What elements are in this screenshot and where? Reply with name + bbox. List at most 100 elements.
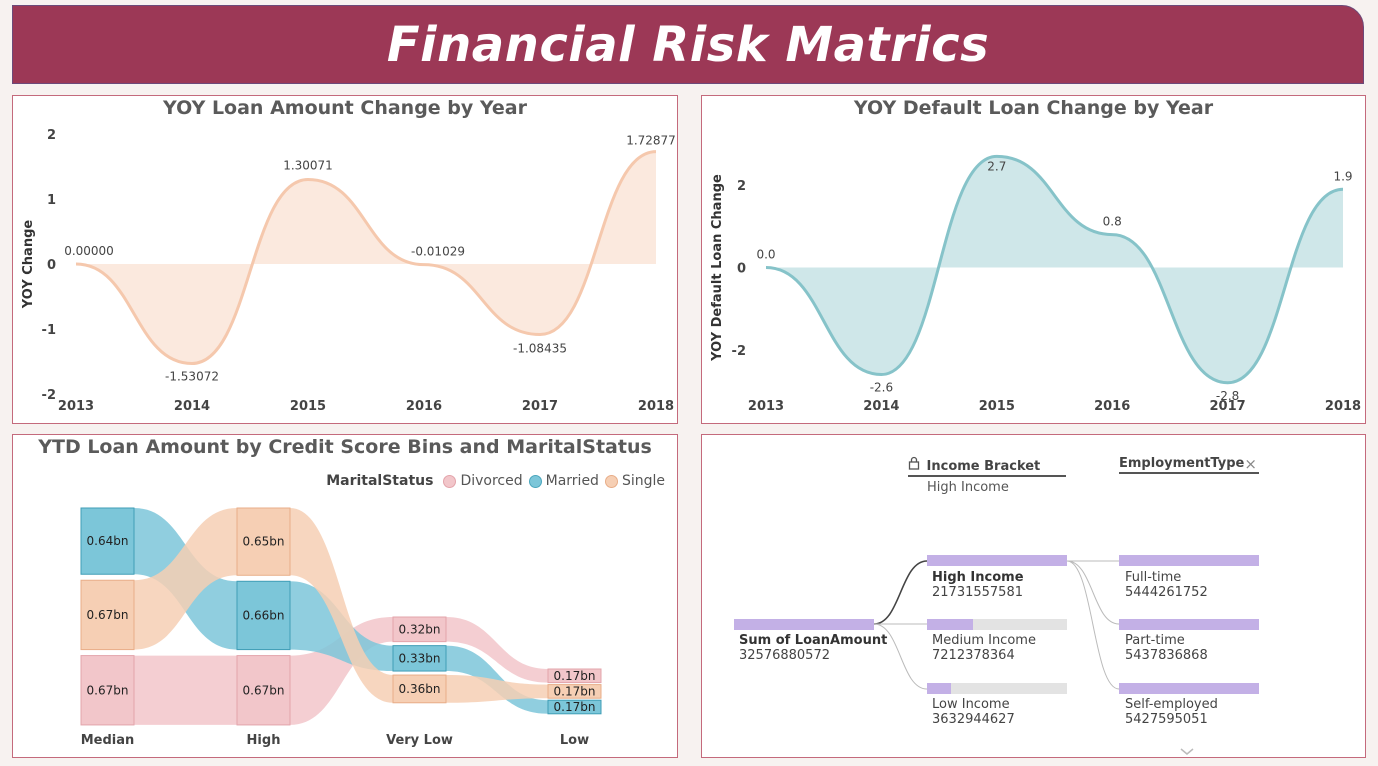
ribbon-single[interactable] [290,508,393,703]
yoy-default-loan-svg[interactable]: -2 0 2 2013 2014 2015 2016 2017 2018 0.0 -2.6 2.7 0.… [702,96,1367,425]
data-label: 2.7 [987,159,1006,173]
tree-connector [873,560,928,625]
node-label-full-time: Full-time 5444261752 [1125,570,1208,600]
legend-item-married[interactable]: Married [545,473,599,489]
node-bar-low-income[interactable] [927,683,1067,694]
ribbon-bar-married[interactable] [236,580,291,651]
tree-connector [1066,560,1120,690]
ribbon-bar-divorced[interactable] [236,655,291,726]
legend-dot-single [604,474,618,488]
ribbon-bar-divorced[interactable] [80,655,135,726]
node-bar-part-time[interactable] [1119,619,1259,630]
income-bracket-label: Income Bracket [926,459,1041,474]
yoy-loan-amount-chart[interactable]: YOY Loan Amount Change by Year -2 -1 0 1 2 20… [12,95,678,424]
x-tick-label: 2018 [1325,399,1361,414]
data-label: 0.66bn [243,608,285,622]
node-bar-full-time[interactable] [1119,555,1259,566]
ribbon-bar-single[interactable] [80,579,135,651]
ribbon-divorced[interactable] [134,655,237,725]
data-label: 0.17bn [554,700,596,714]
chart-title: YTD Loan Amount by Credit Score Bins and… [38,436,652,458]
x-tick-label: 2013 [748,399,784,414]
x-tick-label: 2016 [1094,399,1130,414]
data-label: -2.6 [870,381,893,395]
ribbon-bar-single[interactable] [236,507,291,576]
ribbon-svg[interactable]: 0.67bn 0.67bn 0.32bn 0.17bn 0.64bn 0.66bn 0.33… [13,435,679,759]
data-label: 0.17bn [554,684,596,698]
x-tick-label: Very Low [386,733,453,748]
ribbon-bar-single[interactable] [392,674,447,704]
close-icon[interactable]: × [1244,455,1257,473]
x-tick-label: 2015 [290,399,326,414]
data-label: -0.01029 [411,245,465,259]
y-axis-title: YOY Change [21,220,36,310]
chart-title: YOY Loan Amount Change by Year [163,97,527,119]
chart-title: YOY Default Loan Change by Year [853,97,1214,119]
data-label: 0.33bn [399,651,441,665]
tree-connector [1066,560,1120,625]
ribbon-bar-divorced[interactable] [547,668,602,684]
data-label: 0.8 [1103,215,1122,229]
x-tick-label: 2015 [979,399,1015,414]
node-bar-high-income[interactable] [927,555,1067,566]
y-tick-label: -2 [42,388,56,403]
node-bar-self-employed[interactable] [1119,683,1259,694]
node-label-medium-income: Medium Income 7212378364 [932,633,1036,663]
legend-item-divorced[interactable]: Divorced [460,473,523,489]
y-axis-title: YOY Default Loan Change [710,174,725,362]
x-tick-label: Median [81,733,135,748]
x-tick-label: High [247,733,281,748]
node-bar-medium-income[interactable] [927,619,1067,630]
data-label: 0.32bn [399,622,441,636]
node-label-part-time: Part-time 5437836868 [1125,633,1208,663]
x-tick-label: 2017 [1210,399,1246,414]
ribbon-divorced[interactable] [446,617,548,683]
lock-icon [908,456,922,474]
node-name: Full-time [1125,570,1182,585]
data-label: 0.64bn [87,534,129,548]
decomposition-tree[interactable]: Income Bracket High Income EmploymentTyp… [701,434,1366,758]
data-label: 1.9 [1333,169,1352,183]
legend-title: MaritalStatus [326,473,434,489]
node-label-self-employed: Self-employed 5427595051 [1125,697,1218,727]
x-tick-label: 2014 [863,399,899,414]
employment-type-header[interactable]: EmploymentType × [1119,455,1259,474]
ribbon-single[interactable] [134,508,237,650]
income-bracket-header[interactable]: Income Bracket [908,456,1066,477]
legend-item-single[interactable]: Single [621,473,665,489]
income-bracket-selection: High Income [927,480,1009,495]
x-tick-label: 2016 [406,399,442,414]
node-label-high-income: High Income 21731557581 [932,570,1024,600]
y-tick-label: 0 [737,262,746,277]
ribbon-bar-married[interactable] [80,507,135,575]
y-tick-label: 2 [737,179,746,194]
node-value: 5437836868 [1125,648,1208,663]
node-name: Self-employed [1125,697,1218,712]
yoy-default-loan-chart[interactable]: YOY Default Loan Change by Year -2 0 2 2013… [701,95,1366,424]
chevron-down-icon[interactable] [1180,741,1194,755]
node-label-low-income: Low Income 3632944627 [932,697,1015,727]
ribbon-bar-single[interactable] [547,684,602,699]
root-node-bar[interactable] [734,619,874,630]
legend-dot-divorced [443,474,457,488]
node-name: Medium Income [932,633,1036,648]
ribbon-bar-married[interactable] [392,645,447,672]
page-title: Financial Risk Matrics [386,16,990,73]
data-label: 0.0 [756,248,775,262]
y-tick-label: 0 [47,258,56,273]
series-line[interactable] [765,154,1344,385]
data-label: 0.36bn [399,682,441,696]
ytd-loan-ribbon-chart[interactable]: YTD Loan Amount by Credit Score Bins and… [12,434,678,758]
ribbon-single[interactable] [446,675,548,703]
node-name: Low Income [932,697,1010,712]
series-line[interactable] [75,150,657,365]
yoy-loan-amount-svg[interactable]: -2 -1 0 1 2 2013 2014 2015 2016 2017 2018 0.00000 -1… [13,96,679,425]
data-label: 0.67bn [87,683,129,697]
data-label: 0.00000 [64,244,114,258]
ribbon-bar-divorced[interactable] [392,616,447,643]
data-label: 0.17bn [554,669,596,683]
ribbon-bar-married[interactable] [547,699,602,715]
root-value: 32576880572 [739,648,830,663]
node-name: Part-time [1125,633,1185,648]
data-label: 0.67bn [243,683,285,697]
